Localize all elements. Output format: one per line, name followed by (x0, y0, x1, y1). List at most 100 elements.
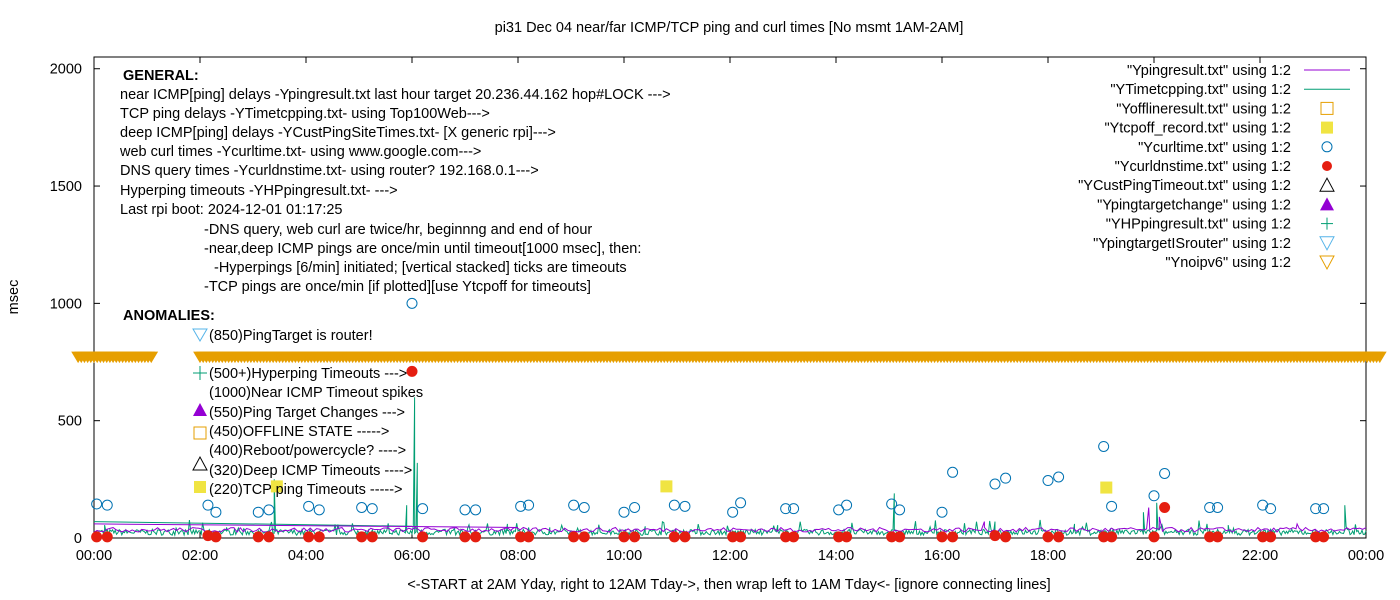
tcp-wrap-line (93, 521, 413, 527)
annotation-text: -Hyperpings [6/min] initiated; [vertical… (214, 260, 627, 276)
y-tick-label: 0 (74, 531, 82, 547)
legend-swatch (1319, 236, 1335, 251)
curldnstime-point (210, 531, 222, 543)
legend-label: "Ycurldnstime.txt" using 1:2 (1115, 159, 1291, 175)
annotation-text: Last rpi boot: 2024-12-01 01:17:25 (120, 202, 343, 218)
curltime-point (263, 504, 275, 516)
curldnstime-point (263, 531, 275, 543)
curldnstime-point (947, 531, 959, 543)
curltime-point (936, 506, 948, 518)
legend-label: "YHPpingresult.txt" using 1:2 (1106, 217, 1291, 233)
legend-label: "Ypingtargetchange" using 1:2 (1097, 197, 1291, 213)
x-tick-label: 00:00 (76, 548, 112, 564)
x-tick-label: 14:00 (818, 548, 854, 564)
curltime-point (417, 503, 429, 515)
anomaly-target-change-symbol (193, 403, 207, 416)
curltime-point (894, 504, 906, 516)
curldnstime-point (788, 531, 800, 543)
annotation-text: ANOMALIES: (123, 308, 215, 324)
curldnstime-point (1106, 531, 1118, 543)
curltime-point (668, 499, 680, 511)
curltime-point (788, 503, 800, 515)
curltime-point (515, 500, 527, 512)
curldnstime-point (629, 531, 641, 543)
curltime-point (1106, 500, 1118, 512)
curltime-point (1204, 501, 1216, 513)
curldnstime-point (356, 531, 368, 543)
curldnstime-point (568, 531, 580, 543)
curltime-point (303, 500, 315, 512)
curldnstime-point (989, 530, 1001, 542)
annotation-text: deep ICMP[ping] delays -YCustPingSiteTim… (120, 125, 556, 141)
legend-label: "Yofflineresult.txt" using 1:2 (1116, 101, 1291, 117)
annotation-text: Hyperping timeouts -YHPpingresult.txt- -… (120, 183, 398, 199)
curltime-point (1257, 499, 1269, 511)
x-tick-label: 02:00 (182, 548, 218, 564)
curldnstime-point (841, 531, 853, 543)
curldnstime-point (578, 531, 590, 543)
curldnstime-point (1000, 531, 1012, 543)
anomaly-router-symbol (192, 328, 208, 342)
y-tick-label: 500 (58, 414, 82, 430)
curldnstime-point (417, 531, 429, 543)
curltime-point (406, 297, 418, 309)
legend-label: "YCustPingTimeout.txt" using 1:2 (1078, 178, 1291, 194)
x-tick-label: 22:00 (1242, 548, 1278, 564)
x-tick-label: 12:00 (712, 548, 748, 564)
curldnstime-point (618, 531, 630, 543)
curltime-point (1318, 503, 1330, 515)
curldnstime-point (1053, 531, 1065, 543)
curltime-point (618, 506, 630, 518)
annotation-text: near ICMP[ping] delays -Ypingresult.txt … (120, 87, 671, 103)
curltime-point (568, 499, 580, 511)
legend-swatch (1322, 161, 1332, 171)
curltime-point (523, 499, 535, 511)
curltime-point (1310, 503, 1322, 515)
curldnstime-point (668, 531, 680, 543)
x-tick-label: 16:00 (924, 548, 960, 564)
curldnstime-point (936, 531, 948, 543)
curltime-point (91, 498, 103, 510)
curldnstime-point (735, 531, 747, 543)
annotation-text: TCP ping delays -YTimetcpping.txt- using… (120, 106, 490, 122)
annotation-text: -TCP pings are once/min [if plotted][use… (204, 279, 591, 295)
x-axis-label: <-START at 2AM Yday, right to 12AM Tday-… (407, 577, 1050, 593)
curldnstime-point (1318, 531, 1330, 543)
curltime-point (459, 504, 471, 516)
legend-label: "Ytcpoff_record.txt" using 1:2 (1104, 121, 1291, 137)
curltime-point (629, 501, 641, 513)
curltime-point (1212, 501, 1224, 513)
annotation-text: (400)Reboot/powercycle? ----> (209, 443, 406, 459)
curltime-point (735, 497, 747, 509)
x-tick-label: 04:00 (288, 548, 324, 564)
anomaly-deep-icmp-symbol (192, 455, 208, 471)
noipv6-marker (144, 351, 159, 364)
annotation-text: DNS query times -Ycurldnstime.txt- using… (120, 163, 539, 179)
curltime-point (470, 504, 482, 516)
curltime-point (727, 506, 739, 518)
curltime-point (989, 478, 1001, 490)
curldnstime-point (1265, 531, 1277, 543)
curltime-point (356, 501, 368, 513)
curltime-point (366, 503, 378, 515)
anomaly-tcp-timeout-symbol (194, 481, 206, 493)
curldnstime-point (406, 365, 418, 377)
curltime-point (1053, 471, 1065, 483)
legend-label: "YpingtargetISrouter" using 1:2 (1093, 236, 1291, 252)
tcpoff-point (1100, 481, 1113, 494)
anomaly-offline-symbol (193, 426, 207, 440)
legend-swatch (1319, 177, 1335, 192)
legend-swatch (1321, 121, 1333, 134)
curldnstime-point (679, 531, 691, 543)
curldnstime-point (313, 531, 325, 543)
curltime-point (202, 499, 214, 511)
x-tick-label: 00:00 (1348, 548, 1384, 564)
curldnstime-point (101, 531, 113, 543)
curldnstime-point (894, 531, 906, 543)
curldnstime-point (1159, 501, 1171, 513)
curldnstime-point (470, 531, 482, 543)
annotation-text: (500+)Hyperping Timeouts ---> (209, 366, 407, 382)
near-ping-series (93, 507, 1367, 533)
curltime-point (210, 506, 222, 518)
